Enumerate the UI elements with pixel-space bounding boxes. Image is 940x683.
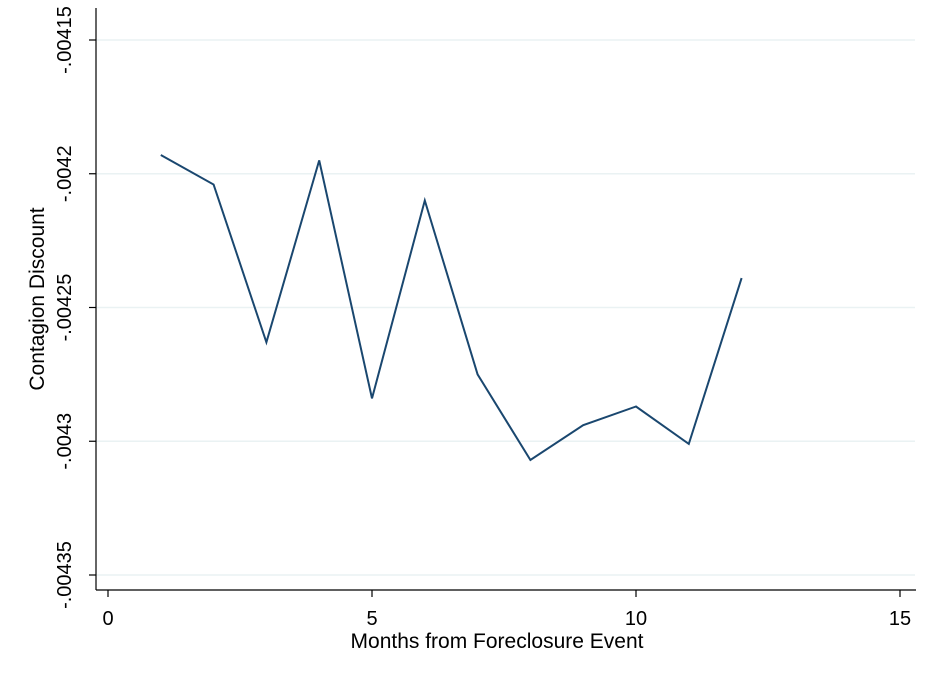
x-tick-label-0: 0	[102, 608, 113, 630]
y-tick-label-0: -.00435	[54, 541, 76, 609]
x-axis-title: Months from Foreclosure Event	[351, 630, 644, 653]
data-point-8	[529, 459, 531, 461]
data-point-12	[741, 277, 743, 279]
x-tick-label-2: 10	[625, 608, 647, 630]
y-axis-title: Contagion Discount	[26, 207, 49, 390]
x-axis-ticks: 0 5 10 15	[102, 590, 911, 630]
data-point-9	[582, 424, 584, 426]
y-tick-label-4: -.00415	[54, 6, 76, 74]
data-point-1	[160, 154, 162, 156]
data-point-7	[477, 373, 479, 375]
data-point-11	[688, 443, 690, 445]
x-tick-label-3: 15	[889, 608, 911, 630]
y-axis-ticks: -.00435 -.0043 -.00425 -.0042 -.00415	[54, 6, 96, 609]
data-point-5	[371, 397, 373, 399]
data-point-10	[635, 405, 637, 407]
y-tick-label-3: -.0042	[54, 145, 76, 202]
data-point-3	[265, 341, 267, 343]
series-line	[160, 154, 743, 462]
data-point-6	[424, 200, 426, 202]
data-point-4	[318, 159, 320, 161]
x-tick-label-1: 5	[366, 608, 377, 630]
data-point-2	[213, 183, 215, 185]
y-tick-label-2: -.00425	[54, 274, 76, 342]
gridlines	[96, 39, 915, 576]
y-tick-label-1: -.0043	[54, 413, 76, 470]
